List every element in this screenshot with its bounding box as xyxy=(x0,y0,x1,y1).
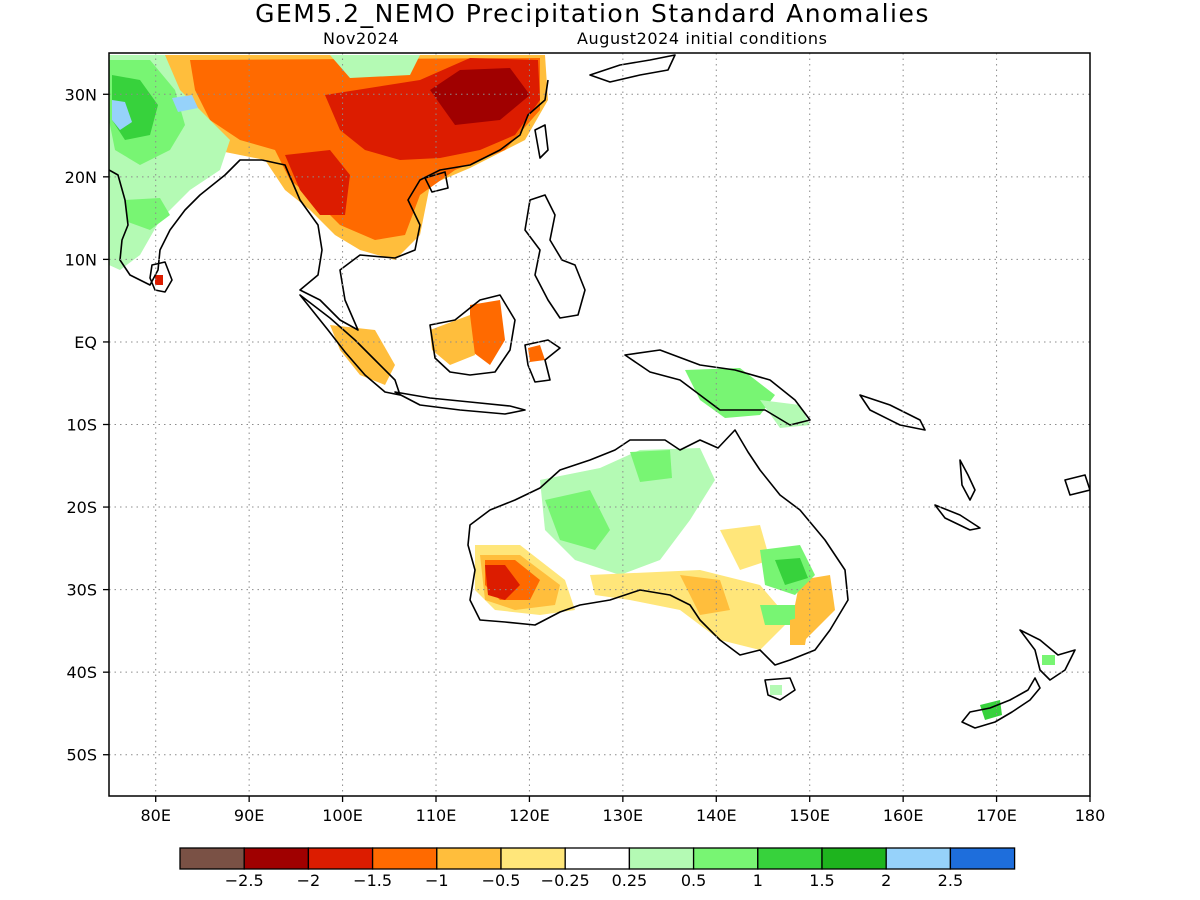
lat-tick-label: 10S xyxy=(66,416,97,435)
coastline-fiji xyxy=(1064,474,1090,496)
lon-tick-label: 140E xyxy=(696,806,737,825)
colorbar-label: −1 xyxy=(425,871,449,890)
lon-tick-label: 90E xyxy=(234,806,264,825)
colorbar-label: −0.5 xyxy=(482,871,521,890)
colorbar-label: −2 xyxy=(297,871,321,890)
lon-tick-label: 160E xyxy=(883,806,924,825)
colorbar-label: −2.5 xyxy=(225,871,264,890)
coastline-mainland-southeast-asia xyxy=(261,79,549,331)
lon-tick-label: 180 xyxy=(1075,806,1106,825)
coastlines xyxy=(109,54,1090,729)
initial-conditions-label: August2024 initial conditions xyxy=(577,29,828,48)
lat-tick-label: 40S xyxy=(66,663,97,682)
colorbar-swatch xyxy=(757,847,823,870)
colorbar-label: 2.5 xyxy=(938,871,963,890)
anomaly-patch-australia-west-core xyxy=(485,565,520,600)
anomaly-patch-sumatra-orange xyxy=(330,325,395,385)
coastline-taiwan xyxy=(534,124,549,159)
anomaly-patch-png-green xyxy=(685,368,775,418)
colorbar-swatch xyxy=(949,847,1016,870)
colorbar-label: 0.5 xyxy=(681,871,706,890)
coastline-new-zealand-south xyxy=(961,677,1041,729)
colorbar-swatch xyxy=(564,847,631,870)
anomaly-patch-australia-north-green2 xyxy=(630,450,672,482)
anomaly-patch-australia-southeast-green xyxy=(760,605,795,625)
lon-tick-label: 110E xyxy=(416,806,457,825)
colorbar-swatch xyxy=(692,847,759,870)
coastline-vanuatu xyxy=(959,459,976,501)
anomaly-patch-deccan-green xyxy=(125,198,170,230)
anomaly-patch-himalaya-blue xyxy=(172,95,198,112)
colorbar-swatch xyxy=(885,847,952,870)
colorbar-swatch xyxy=(500,847,566,870)
colorbar-swatch xyxy=(821,847,887,870)
anomaly-patch-borneo-yellow xyxy=(430,315,475,365)
anomaly-patch-australia-south-orange xyxy=(680,575,730,615)
coastline-new-guinea xyxy=(624,349,811,426)
lat-tick-label: 20S xyxy=(66,498,97,517)
coastline-philippines xyxy=(524,194,586,319)
lon-tick-label: 150E xyxy=(789,806,830,825)
coastline-borneo xyxy=(429,294,516,376)
colorbar-swatch xyxy=(179,847,245,870)
anomaly-patch-australia-central-green xyxy=(545,490,610,550)
anomaly-patch-srilanka-red xyxy=(155,275,163,285)
lon-tick-label: 100E xyxy=(322,806,363,825)
axis-ticks: 80E 90E 100E 110E 120E 130E 140E 150E 160E 170E 18… xyxy=(65,85,1106,825)
lon-tick-label: 80E xyxy=(140,806,170,825)
coastline-japan xyxy=(589,54,676,83)
coastline-sri-lanka xyxy=(149,261,173,293)
colorbar-label: −0.25 xyxy=(541,871,590,890)
coastline-solomon-islands xyxy=(859,394,926,431)
colorbar-swatch xyxy=(436,847,502,870)
anomaly-patch-india-blue xyxy=(112,100,132,130)
coastline-hainan xyxy=(424,171,449,193)
colorbar-swatch xyxy=(628,847,695,870)
anomaly-patch-borneo-orange xyxy=(470,300,505,365)
colorbar-swatch xyxy=(243,847,310,870)
lon-tick-label: 120E xyxy=(509,806,550,825)
anomaly-patch-tibet-lightgreen xyxy=(330,55,420,78)
colorbar-label: −1.5 xyxy=(353,871,392,890)
lat-tick-label: 30N xyxy=(65,85,97,104)
colorbar-label: 1 xyxy=(753,871,763,890)
colorbar: −2.5 −2 −1.5 −1 −0.5 −0.25 0.25 0.5 1 1.5 2 2.5 xyxy=(179,847,1016,890)
lon-tick-label: 170E xyxy=(976,806,1017,825)
anomaly-patch-nz-north-green xyxy=(1042,655,1055,665)
anomaly-field xyxy=(109,55,1055,720)
anomaly-patch-australia-east-yellow xyxy=(720,525,770,570)
map-title: GEM5.2_NEMO Precipitation Standard Anoma… xyxy=(255,0,930,28)
coastline-new-caledonia xyxy=(934,504,981,531)
anomaly-patch-tasmania-green xyxy=(770,685,782,695)
anomaly-patch-australia-east-core xyxy=(775,558,808,585)
graticule xyxy=(109,53,1090,796)
anomaly-patch-indochina-orange xyxy=(350,170,410,225)
lat-tick-label: 30S xyxy=(66,581,97,600)
anomaly-patch-china-darkred xyxy=(430,68,530,125)
valid-month-label: Nov2024 xyxy=(323,29,400,48)
anomaly-patch-png-lightgreen xyxy=(760,400,810,428)
coastline-java xyxy=(394,391,526,415)
anomaly-patch-myanmar-red xyxy=(285,150,350,215)
lat-tick-label: 20N xyxy=(65,168,97,187)
lat-tick-label: 10N xyxy=(65,250,97,269)
coastline-australia xyxy=(467,429,849,666)
anomaly-patch-australia-southeast-orange xyxy=(790,615,810,645)
coastline-india xyxy=(109,159,262,286)
coastline-tasmania xyxy=(764,677,796,701)
lat-tick-label: EQ xyxy=(74,333,97,352)
colorbar-label: 1.5 xyxy=(809,871,834,890)
colorbar-label: 2 xyxy=(881,871,891,890)
coastline-new-zealand-north xyxy=(1019,629,1076,681)
colorbar-label: 0.25 xyxy=(612,871,648,890)
colorbar-swatch xyxy=(307,847,374,870)
lon-tick-label: 130E xyxy=(603,806,644,825)
colorbar-swatch xyxy=(371,847,438,870)
anomaly-patch-sulawesi-orange xyxy=(528,345,545,362)
lat-tick-label: 50S xyxy=(66,746,97,765)
